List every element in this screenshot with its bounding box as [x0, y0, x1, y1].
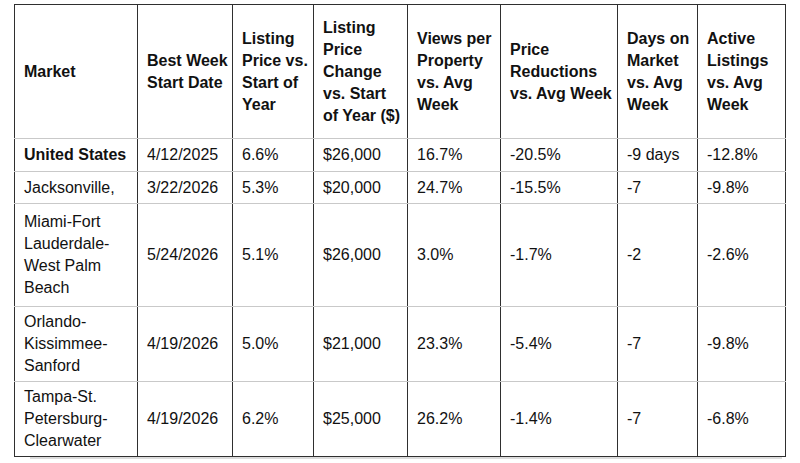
cell-days-on-market: -7 [618, 382, 698, 457]
cell-market: Orlando-Kissimmee-Sanford [15, 307, 138, 382]
cell-price-reductions: -1.4% [501, 382, 618, 457]
cell-listing-price-change: $20,000 [314, 172, 408, 204]
table-row-jacksonville: Jacksonville, 3/22/2026 5.3% $20,000 24.… [15, 172, 786, 204]
cell-best-week-start-date: 4/12/2025 [138, 139, 233, 172]
table-row-miami: Miami-Fort Lauderdale-West Palm Beach 5/… [15, 204, 786, 307]
cell-market: Tampa-St. Petersburg-Clearwater [15, 382, 138, 457]
cell-views-per-property: 3.0% [408, 204, 501, 307]
cell-views-per-property: 23.3% [408, 307, 501, 382]
cell-listing-price-change: $26,000 [314, 139, 408, 172]
cell-best-week-start-date: 3/22/2026 [138, 172, 233, 204]
cell-active-listings: -9.8% [698, 307, 786, 382]
cell-views-per-property: 26.2% [408, 382, 501, 457]
table-row-orlando: Orlando-Kissimmee-Sanford 4/19/2026 5.0%… [15, 307, 786, 382]
market-metrics-table: Market Best Week Start Date Listing Pric… [14, 4, 786, 457]
cell-active-listings: -2.6% [698, 204, 786, 307]
cell-listing-price-vs-start-of-year: 6.6% [233, 139, 314, 172]
col-header-days-on-market: Days on Market vs. Avg Week [618, 5, 698, 139]
col-header-listing-price-change-vs-start-of-year: Listing Price Change vs. Start of Year (… [314, 5, 408, 139]
cell-price-reductions: -5.4% [501, 307, 618, 382]
cell-listing-price-change: $25,000 [314, 382, 408, 457]
table-header-row: Market Best Week Start Date Listing Pric… [15, 5, 786, 139]
table-row-tampa: Tampa-St. Petersburg-Clearwater 4/19/202… [15, 382, 786, 457]
cell-listing-price-vs-start-of-year: 6.2% [233, 382, 314, 457]
table-row-united-states: United States 4/12/2025 6.6% $26,000 16.… [15, 139, 786, 172]
bottom-divider [30, 457, 782, 459]
col-header-price-reductions: Price Reductions vs. Avg Week [501, 5, 618, 139]
col-header-views-per-property: Views per Property vs. Avg Week [408, 5, 501, 139]
col-header-best-week-start-date: Best Week Start Date [138, 5, 233, 139]
cell-best-week-start-date: 5/24/2026 [138, 204, 233, 307]
cell-days-on-market: -7 [618, 307, 698, 382]
cell-price-reductions: -20.5% [501, 139, 618, 172]
cell-price-reductions: -1.7% [501, 204, 618, 307]
cell-active-listings: -12.8% [698, 139, 786, 172]
cell-listing-price-vs-start-of-year: 5.0% [233, 307, 314, 382]
cell-price-reductions: -15.5% [501, 172, 618, 204]
cell-listing-price-vs-start-of-year: 5.1% [233, 204, 314, 307]
page: Market Best Week Start Date Listing Pric… [0, 0, 800, 463]
col-header-market: Market [15, 5, 138, 139]
cell-market: United States [15, 139, 138, 172]
cell-market: Miami-Fort Lauderdale-West Palm Beach [15, 204, 138, 307]
cell-days-on-market: -7 [618, 172, 698, 204]
cell-views-per-property: 16.7% [408, 139, 501, 172]
cell-views-per-property: 24.7% [408, 172, 501, 204]
cell-active-listings: -9.8% [698, 172, 786, 204]
cell-listing-price-vs-start-of-year: 5.3% [233, 172, 314, 204]
cell-listing-price-change: $21,000 [314, 307, 408, 382]
cell-listing-price-change: $26,000 [314, 204, 408, 307]
cell-days-on-market: -9 days [618, 139, 698, 172]
col-header-listing-price-vs-start-of-year: Listing Price vs. Start of Year [233, 5, 314, 139]
cell-best-week-start-date: 4/19/2026 [138, 307, 233, 382]
cell-market: Jacksonville, [15, 172, 138, 204]
cell-days-on-market: -2 [618, 204, 698, 307]
cell-active-listings: -6.8% [698, 382, 786, 457]
col-header-active-listings: Active Listings vs. Avg Week [698, 5, 786, 139]
cell-best-week-start-date: 4/19/2026 [138, 382, 233, 457]
